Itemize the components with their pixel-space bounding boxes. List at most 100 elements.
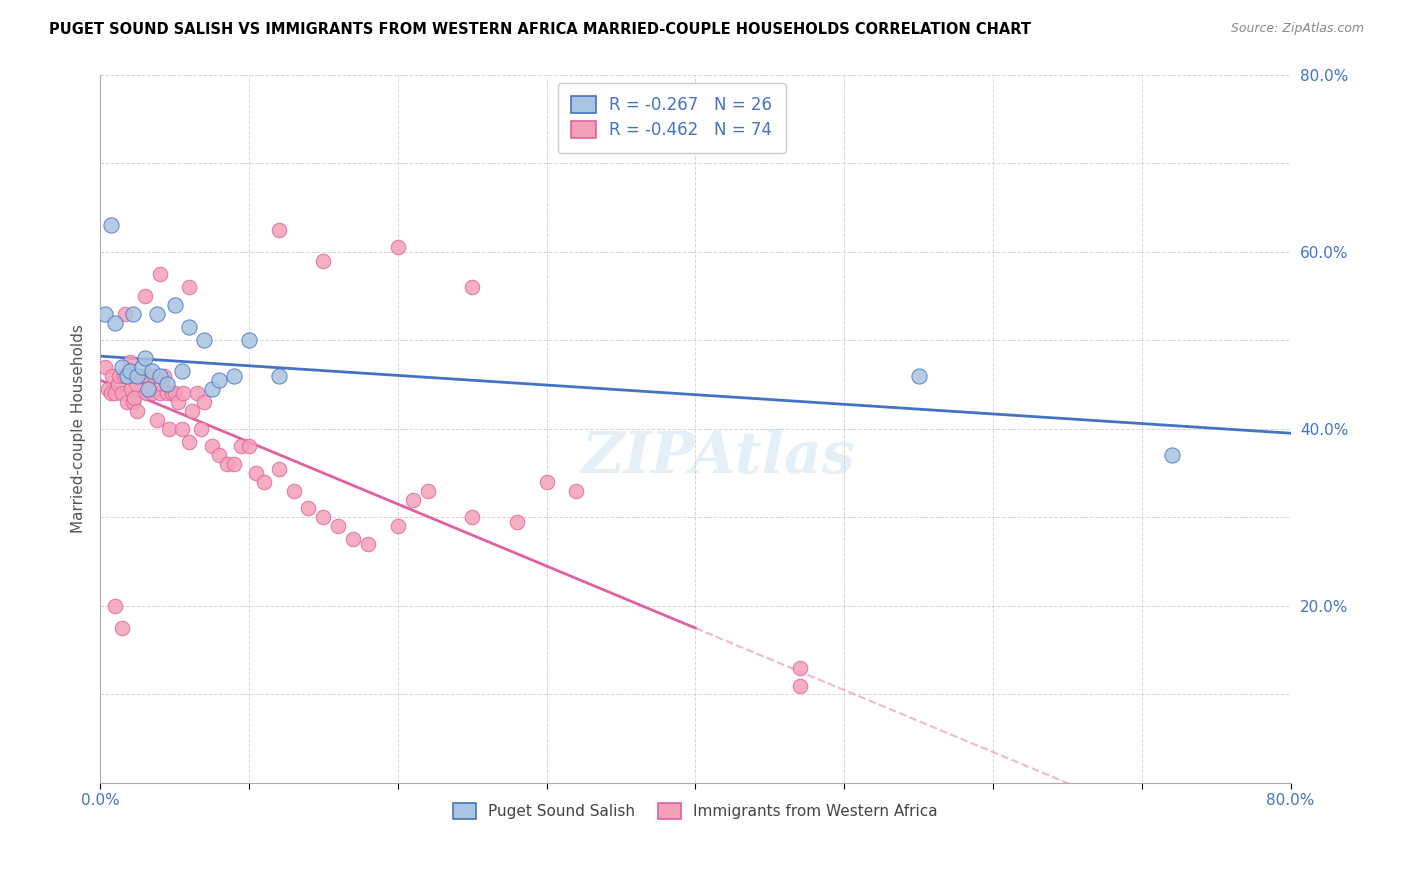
Point [163, 386, 186, 401]
Point [201, 382, 224, 396]
Point [312, 510, 335, 524]
Point [190, 422, 212, 436]
Text: PUGET SOUND SALISH VS IMMIGRANTS FROM WESTERN AFRICA MARRIED-COUPLE HOUSEHOLDS C: PUGET SOUND SALISH VS IMMIGRANTS FROM WE… [49, 22, 1031, 37]
Point [342, 533, 364, 547]
Point [387, 519, 409, 533]
Point [907, 368, 929, 383]
Point [215, 457, 238, 471]
Point [193, 395, 215, 409]
Point [238, 333, 260, 347]
Point [179, 435, 201, 450]
Point [149, 386, 172, 401]
Point [104, 599, 127, 613]
Point [121, 307, 143, 321]
Point [461, 280, 484, 294]
Point [201, 440, 224, 454]
Point [149, 267, 172, 281]
Point [134, 368, 156, 383]
Point [157, 422, 180, 436]
Legend: Puget Sound Salish, Immigrants from Western Africa: Puget Sound Salish, Immigrants from West… [447, 797, 943, 825]
Point [172, 386, 194, 401]
Point [222, 457, 245, 471]
Text: ZIPAtlas: ZIPAtlas [582, 429, 856, 485]
Point [328, 519, 350, 533]
Point [111, 621, 134, 635]
Point [131, 368, 153, 383]
Point [115, 395, 138, 409]
Point [181, 404, 204, 418]
Point [357, 537, 380, 551]
Point [231, 440, 253, 454]
Point [163, 298, 186, 312]
Point [141, 386, 163, 401]
Point [101, 368, 124, 383]
Point [401, 492, 423, 507]
Point [115, 368, 138, 383]
Point [104, 316, 127, 330]
Point [565, 483, 588, 498]
Point [208, 373, 231, 387]
Point [93, 307, 115, 321]
Point [153, 368, 176, 383]
Point [120, 382, 142, 396]
Point [134, 289, 156, 303]
Point [193, 333, 215, 347]
Point [150, 377, 173, 392]
Point [789, 661, 811, 675]
Point [506, 515, 529, 529]
Point [121, 395, 143, 409]
Point [267, 461, 290, 475]
Point [127, 404, 149, 418]
Point [166, 395, 188, 409]
Point [124, 391, 146, 405]
Point [149, 368, 172, 383]
Point [461, 510, 484, 524]
Point [156, 386, 179, 401]
Point [114, 307, 136, 321]
Point [245, 466, 267, 480]
Point [222, 368, 245, 383]
Point [297, 501, 319, 516]
Point [141, 364, 163, 378]
Point [135, 386, 157, 401]
Point [536, 475, 558, 489]
Point [186, 386, 208, 401]
Point [179, 280, 201, 294]
Point [136, 368, 159, 383]
Point [312, 253, 335, 268]
Point [156, 377, 179, 392]
Point [111, 359, 134, 374]
Point [283, 483, 305, 498]
Point [93, 359, 115, 374]
Point [127, 368, 149, 383]
Point [128, 368, 150, 383]
Point [134, 351, 156, 365]
Point [267, 222, 290, 236]
Point [170, 364, 193, 378]
Point [100, 386, 122, 401]
Point [238, 440, 260, 454]
Point [131, 359, 153, 374]
Point [416, 483, 439, 498]
Point [145, 307, 167, 321]
Point [253, 475, 276, 489]
Point [267, 368, 290, 383]
Point [179, 320, 201, 334]
Point [160, 386, 183, 401]
Point [170, 422, 193, 436]
Point [145, 413, 167, 427]
Point [100, 218, 122, 232]
Point [1160, 448, 1182, 462]
Point [107, 377, 129, 392]
Point [118, 355, 141, 369]
Point [111, 386, 134, 401]
Point [789, 679, 811, 693]
Point [104, 386, 127, 401]
Point [138, 382, 160, 396]
Point [136, 382, 159, 396]
Point [112, 368, 135, 383]
Text: Source: ZipAtlas.com: Source: ZipAtlas.com [1230, 22, 1364, 36]
Y-axis label: Married-couple Households: Married-couple Households [72, 325, 86, 533]
Point [97, 382, 120, 396]
Point [387, 240, 409, 254]
